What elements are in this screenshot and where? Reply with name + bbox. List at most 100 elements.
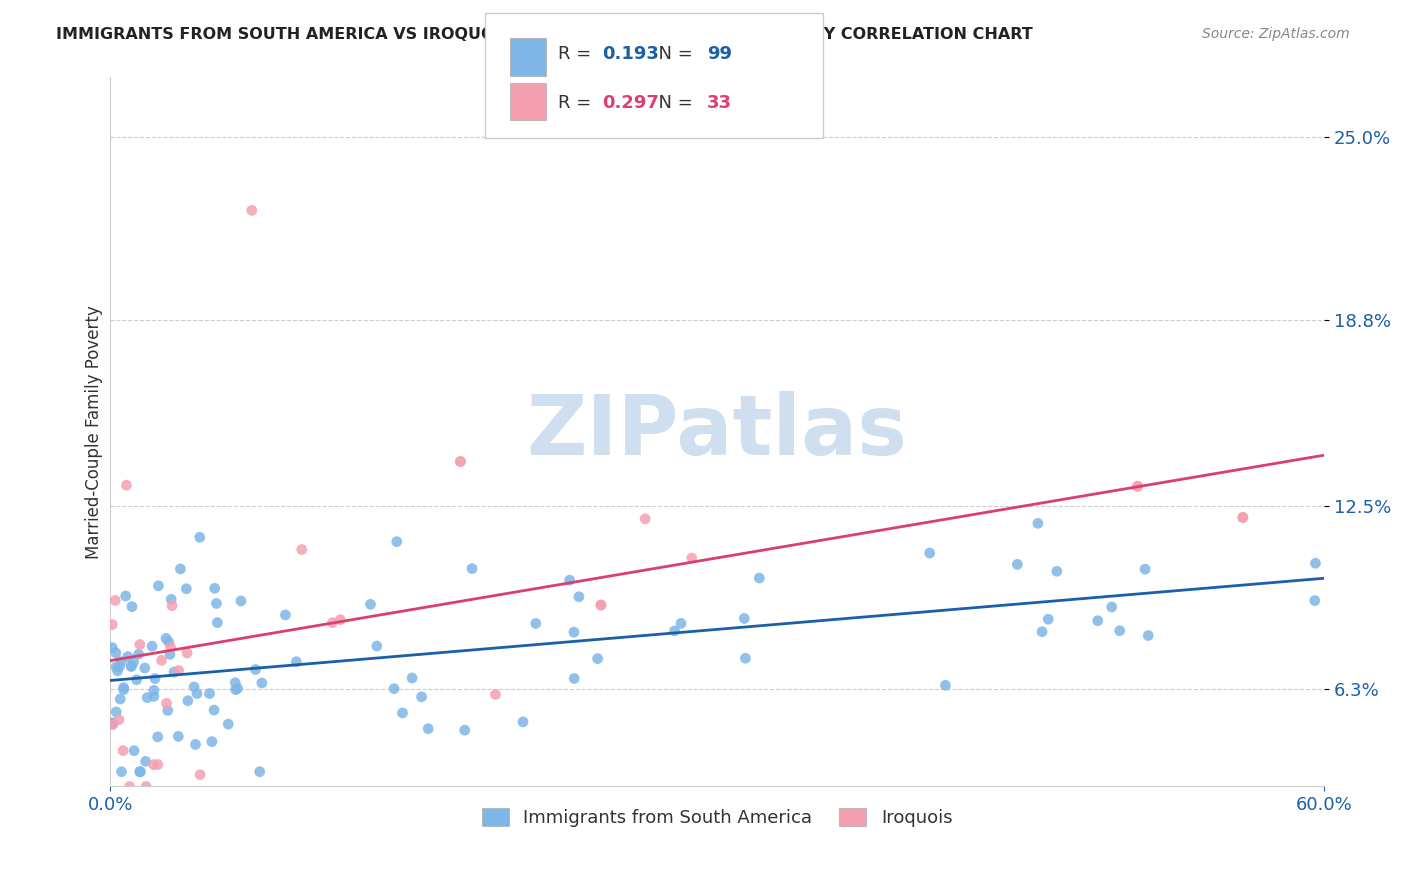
- Immigrants from South America: [418, 722, 440, 736]
- Iroquois: [321, 615, 343, 630]
- Iroquois: [329, 613, 352, 627]
- Immigrants from South America: [285, 655, 308, 669]
- Iroquois: [634, 512, 657, 526]
- Immigrants from South America: [401, 671, 423, 685]
- Text: N =: N =: [647, 94, 699, 112]
- Immigrants from South America: [229, 594, 252, 608]
- Immigrants from South America: [1046, 564, 1069, 578]
- Legend: Immigrants from South America, Iroquois: Immigrants from South America, Iroquois: [475, 800, 960, 834]
- Immigrants from South America: [107, 664, 129, 678]
- Immigrants from South America: [160, 592, 183, 607]
- Immigrants from South America: [101, 717, 124, 731]
- Immigrants from South America: [669, 616, 692, 631]
- Text: 99: 99: [707, 45, 733, 62]
- Immigrants from South America: [101, 640, 124, 655]
- Immigrants from South America: [184, 738, 207, 752]
- Immigrants from South America: [512, 714, 534, 729]
- Immigrants from South America: [155, 632, 177, 646]
- Iroquois: [142, 757, 165, 772]
- Immigrants from South America: [1007, 558, 1029, 572]
- Immigrants from South America: [129, 764, 152, 779]
- Immigrants from South America: [125, 673, 148, 687]
- Iroquois: [484, 688, 506, 702]
- Text: 0.297: 0.297: [602, 94, 658, 112]
- Immigrants from South America: [562, 625, 585, 640]
- Immigrants from South America: [186, 687, 208, 701]
- Immigrants from South America: [183, 680, 205, 694]
- Immigrants from South America: [136, 690, 159, 705]
- Text: N =: N =: [647, 45, 699, 62]
- Immigrants from South America: [1108, 624, 1130, 638]
- Immigrants from South America: [128, 764, 150, 779]
- Immigrants from South America: [748, 571, 770, 585]
- Iroquois: [167, 664, 190, 678]
- Immigrants from South America: [461, 561, 484, 575]
- Immigrants from South America: [134, 661, 156, 675]
- Immigrants from South America: [1038, 612, 1060, 626]
- Immigrants from South America: [524, 616, 547, 631]
- Iroquois: [146, 757, 169, 772]
- Immigrants from South America: [562, 672, 585, 686]
- Text: ZIPatlas: ZIPatlas: [527, 392, 908, 473]
- Immigrants from South America: [249, 764, 271, 779]
- Immigrants from South America: [142, 690, 165, 704]
- Immigrants from South America: [122, 655, 145, 669]
- Immigrants from South America: [586, 651, 609, 665]
- Immigrants from South America: [143, 672, 166, 686]
- Iroquois: [101, 717, 124, 731]
- Immigrants from South America: [120, 659, 142, 673]
- Immigrants from South America: [391, 706, 413, 720]
- Iroquois: [1126, 479, 1149, 493]
- Iroquois: [681, 551, 703, 566]
- Immigrants from South America: [112, 681, 135, 695]
- Y-axis label: Married-Couple Family Poverty: Married-Couple Family Poverty: [86, 305, 103, 558]
- Immigrants from South America: [382, 681, 405, 696]
- Immigrants from South America: [112, 682, 135, 697]
- Immigrants from South America: [385, 534, 408, 549]
- Iroquois: [589, 598, 612, 612]
- Immigrants from South America: [245, 663, 267, 677]
- Iroquois: [118, 780, 141, 794]
- Immigrants from South America: [108, 659, 131, 673]
- Text: IMMIGRANTS FROM SOUTH AMERICA VS IROQUOIS MARRIED-COUPLE FAMILY POVERTY CORRELAT: IMMIGRANTS FROM SOUTH AMERICA VS IROQUOI…: [56, 27, 1033, 42]
- Immigrants from South America: [217, 717, 239, 731]
- Immigrants from South America: [104, 646, 127, 660]
- Immigrants from South America: [226, 681, 249, 696]
- Immigrants from South America: [105, 705, 128, 719]
- Iroquois: [449, 454, 471, 468]
- Immigrants from South America: [558, 573, 581, 587]
- Immigrants from South America: [1031, 624, 1053, 639]
- Immigrants from South America: [128, 647, 150, 661]
- Iroquois: [115, 478, 138, 492]
- Immigrants from South America: [110, 655, 132, 669]
- Immigrants from South America: [101, 715, 124, 730]
- Iroquois: [128, 638, 150, 652]
- Immigrants from South America: [1087, 614, 1109, 628]
- Iroquois: [104, 593, 127, 607]
- Iroquois: [589, 598, 612, 612]
- Immigrants from South America: [177, 694, 200, 708]
- Immigrants from South America: [146, 730, 169, 744]
- Immigrants from South America: [205, 597, 228, 611]
- Text: R =: R =: [558, 45, 598, 62]
- Immigrants from South America: [110, 764, 132, 779]
- Immigrants from South America: [1101, 599, 1123, 614]
- Immigrants from South America: [117, 649, 139, 664]
- Immigrants from South America: [105, 660, 128, 674]
- Iroquois: [240, 203, 263, 218]
- Immigrants from South America: [167, 730, 190, 744]
- Immigrants from South America: [360, 597, 382, 611]
- Immigrants from South America: [1133, 562, 1156, 576]
- Immigrants from South America: [454, 723, 477, 738]
- Immigrants from South America: [122, 744, 145, 758]
- Immigrants from South America: [198, 686, 221, 700]
- Immigrants from South America: [918, 546, 941, 560]
- Iroquois: [188, 767, 211, 781]
- Immigrants from South America: [207, 615, 229, 630]
- Immigrants from South America: [1137, 628, 1160, 642]
- Text: R =: R =: [558, 94, 598, 112]
- Iroquois: [101, 617, 124, 632]
- Iroquois: [1232, 510, 1254, 524]
- Immigrants from South America: [274, 607, 297, 622]
- Immigrants from South America: [121, 599, 143, 614]
